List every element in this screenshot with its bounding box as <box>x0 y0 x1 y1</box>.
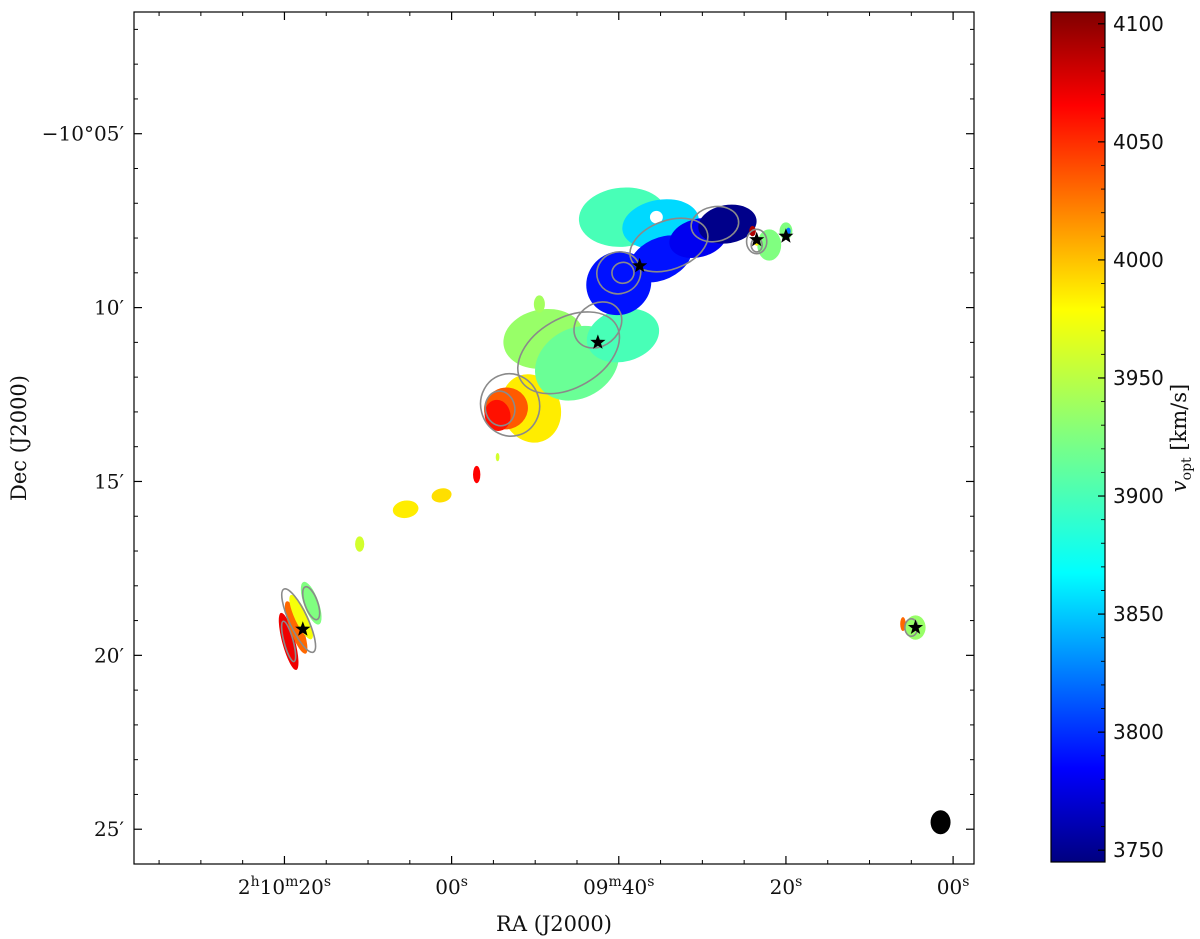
map-gaps <box>649 210 663 224</box>
colorbar-gradient <box>1051 12 1105 862</box>
contour-east-3 <box>280 620 297 663</box>
colorbar: 3750 3800 3850 3900 3950 4000 4050 4100 vopt [k… <box>1050 11 1195 863</box>
colorbar-ticks: 3750 3800 3850 3900 3950 4000 4050 4100 <box>1098 12 1164 862</box>
velocity-patch-bridge-2 <box>392 500 419 519</box>
y-tick-label: −10°05′ <box>42 122 125 146</box>
plot-frame <box>133 11 975 865</box>
velocity-patch-mid-green-4 <box>533 295 545 313</box>
colorbar-frame <box>1050 11 1106 863</box>
galaxy-star-marker-5 <box>907 619 924 634</box>
colorbar-tick-label: 4000 <box>1113 248 1164 272</box>
velocity-patch-south-knot-red <box>484 399 511 431</box>
contour-core-2 <box>611 261 635 285</box>
velocity-patch-core-navy <box>698 204 757 244</box>
beam-marker <box>930 810 951 835</box>
colorbar-title-symbol: v <box>1167 480 1191 492</box>
y-axis-ticks: −10°05′ 10′ 15′ 20′ 25′ <box>42 28 974 841</box>
colorbar-tick-label: 3750 <box>1113 838 1164 862</box>
contour-core-3 <box>629 217 709 273</box>
contour-lines <box>280 205 919 663</box>
map-gap-0 <box>649 210 663 224</box>
plot-area: 2h10m20s 00s 09m40s 20s 00s −10°05′ 10′ 15′ 20′… <box>42 11 975 899</box>
contour-mid-2 <box>573 301 623 349</box>
colorbar-title-subscript: opt <box>1179 457 1195 480</box>
velocity-patch-bridge-4 <box>473 465 481 484</box>
contour-east-2 <box>301 585 321 621</box>
x-tick-label: 20s <box>770 874 803 899</box>
beam-ellipse <box>930 810 951 835</box>
y-tick-label: 20′ <box>94 643 124 667</box>
x-tick-label: 2h10m20s <box>238 874 331 899</box>
galaxy-star-marker-2 <box>590 334 606 349</box>
velocity-patch-mid-green-3 <box>586 308 660 363</box>
galaxy-markers <box>295 228 924 636</box>
colorbar-tick-label: 3950 <box>1113 366 1164 390</box>
colorbar-title-unit: [km/s] <box>1167 384 1191 458</box>
colorbar-tick-label: 3850 <box>1113 602 1164 626</box>
contour-south-2 <box>484 390 516 427</box>
velocity-patch-west-knot-green <box>757 229 782 261</box>
galaxy-star-marker-1 <box>632 257 648 273</box>
y-tick-label: 10′ <box>94 296 124 320</box>
x-axis-title: RA (J2000) <box>496 912 612 936</box>
colorbar-tick-label: 4050 <box>1113 130 1164 154</box>
y-tick-label: 25′ <box>94 817 124 841</box>
y-tick-label: 15′ <box>94 469 124 493</box>
velocity-patch-bridge-5 <box>495 452 500 462</box>
contour-mid-1 <box>516 311 621 395</box>
velocity-patch-bridge-3 <box>431 488 452 503</box>
x-tick-label: 09m40s <box>583 874 654 899</box>
colorbar-tick-label: 4100 <box>1113 12 1164 36</box>
colorbar-title: vopt [km/s] <box>1167 384 1195 492</box>
x-tick-label: 00s <box>435 874 468 899</box>
contour-core-4 <box>690 205 740 243</box>
colorbar-tick-label: 3800 <box>1113 720 1164 744</box>
x-axis-ticks: 2h10m20s 00s 09m40s 20s 00s <box>158 12 970 899</box>
galaxy-star-marker-0 <box>295 621 311 636</box>
x-tick-label: 00s <box>937 874 970 899</box>
colorbar-tick-label: 3900 <box>1113 484 1164 508</box>
velocity-map <box>278 187 926 671</box>
contour-east-1 <box>280 588 317 654</box>
contour-south-1 <box>479 372 541 437</box>
galaxy-star-marker-3 <box>749 231 765 247</box>
velocity-patch-east-tail-green <box>300 581 322 625</box>
velocity-patch-bridge-1 <box>355 536 365 552</box>
velocity-patch-east-tail-red <box>278 612 299 671</box>
contour-west-1 <box>745 228 768 255</box>
y-axis-title: Dec (J2000) <box>7 375 31 501</box>
galaxy-star-marker-4 <box>778 228 794 243</box>
